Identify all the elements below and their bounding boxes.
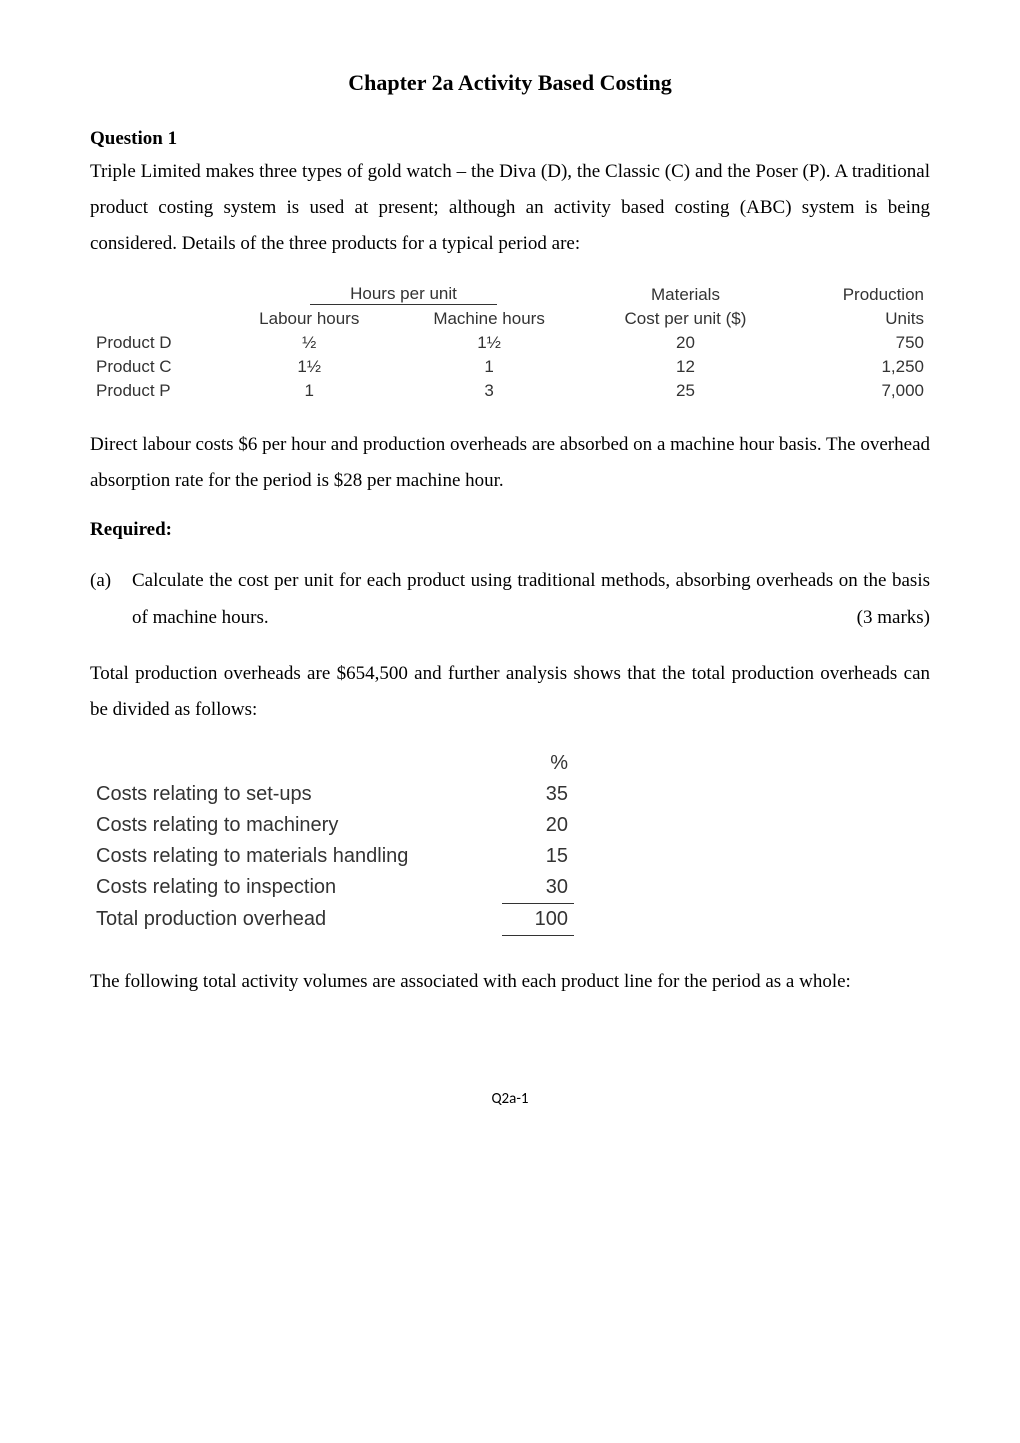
- req-a-text: Calculate the cost per unit for each pro…: [132, 570, 930, 627]
- col-machine: Machine hours: [395, 307, 583, 331]
- chapter-title: Chapter 2a Activity Based Costing: [90, 70, 930, 96]
- col-cost: Cost per unit ($): [583, 307, 787, 331]
- after-table-paragraph: Direct labour costs $6 per hour and prod…: [90, 427, 930, 499]
- products-table: Hours per unit Materials Production Labo…: [90, 282, 930, 403]
- cell-units: 750: [788, 331, 930, 355]
- question-heading: Question 1: [90, 128, 930, 150]
- table-row: Costs relating to inspection 30: [90, 872, 574, 904]
- table-row: Costs relating to materials handling 15: [90, 841, 574, 872]
- table-group-header-row: Hours per unit Materials Production: [90, 282, 930, 307]
- cell-name: Product D: [90, 331, 224, 355]
- table-row: Product P 1 3 25 7,000: [90, 379, 930, 403]
- group-header-materials: Materials: [583, 282, 787, 307]
- table-total-row: Total production overhead 100: [90, 903, 574, 935]
- col-labour: Labour hours: [224, 307, 395, 331]
- cell-labour: 1: [224, 379, 395, 403]
- cost-label: Costs relating to materials handling: [90, 841, 502, 872]
- cost-label: Costs relating to set-ups: [90, 779, 502, 810]
- table-row: Costs relating to machinery 20: [90, 810, 574, 841]
- required-heading: Required:: [90, 519, 930, 541]
- table-column-header-row: Labour hours Machine hours Cost per unit…: [90, 307, 930, 331]
- cost-label: Costs relating to machinery: [90, 810, 502, 841]
- req-a-body: Calculate the cost per unit for each pro…: [132, 563, 930, 635]
- cell-labour: 1½: [224, 355, 395, 379]
- cost-label: Costs relating to inspection: [90, 872, 502, 904]
- costs-table: % Costs relating to set-ups 35 Costs rel…: [90, 748, 574, 936]
- group-header-production: Production: [788, 282, 930, 307]
- cell-cost: 20: [583, 331, 787, 355]
- requirement-a: (a) Calculate the cost per unit for each…: [90, 563, 930, 635]
- req-a-label: (a): [90, 563, 132, 635]
- group-header-hours: Hours per unit: [310, 284, 497, 305]
- intro-paragraph: Triple Limited makes three types of gold…: [90, 154, 930, 262]
- req-a-marks: (3 marks): [857, 600, 930, 636]
- cell-machine: 3: [395, 379, 583, 403]
- cell-units: 1,250: [788, 355, 930, 379]
- percent-header: %: [502, 748, 574, 779]
- cell-machine: 1½: [395, 331, 583, 355]
- col-units: Units: [788, 307, 930, 331]
- cell-labour: ½: [224, 331, 395, 355]
- cost-total-value: 100: [502, 903, 574, 935]
- page-footer: Q2a-1: [90, 1090, 930, 1108]
- overheads-intro-paragraph: Total production overheads are $654,500 …: [90, 656, 930, 728]
- cost-value: 20: [502, 810, 574, 841]
- cell-cost: 12: [583, 355, 787, 379]
- cost-value: 30: [502, 872, 574, 904]
- table-row: Costs relating to set-ups 35: [90, 779, 574, 810]
- cell-machine: 1: [395, 355, 583, 379]
- cell-name: Product P: [90, 379, 224, 403]
- cost-value: 15: [502, 841, 574, 872]
- cell-name: Product C: [90, 355, 224, 379]
- table-row: Product C 1½ 1 12 1,250: [90, 355, 930, 379]
- cost-value: 35: [502, 779, 574, 810]
- closing-paragraph: The following total activity volumes are…: [90, 964, 930, 1000]
- cell-units: 7,000: [788, 379, 930, 403]
- cell-cost: 25: [583, 379, 787, 403]
- cost-total-label: Total production overhead: [90, 903, 502, 935]
- table-row: Product D ½ 1½ 20 750: [90, 331, 930, 355]
